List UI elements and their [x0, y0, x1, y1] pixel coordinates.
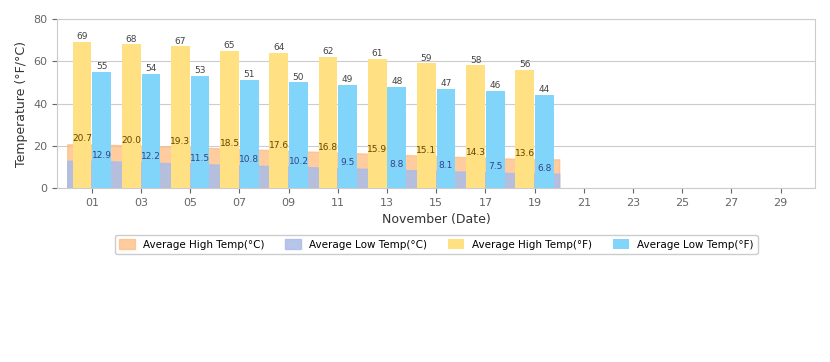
Text: 18.5: 18.5 — [219, 139, 240, 148]
Text: 20.0: 20.0 — [121, 136, 141, 145]
Bar — [73, 42, 91, 188]
Text: 13.6: 13.6 — [515, 150, 535, 159]
Text: 68: 68 — [125, 34, 137, 43]
Bar — [122, 45, 140, 188]
Text: 49: 49 — [342, 75, 354, 84]
Text: 16.8: 16.8 — [318, 143, 338, 152]
Bar — [220, 51, 239, 188]
Text: 8.8: 8.8 — [389, 160, 404, 169]
Text: 7.5: 7.5 — [488, 163, 502, 171]
Bar — [486, 91, 505, 188]
Text: 69: 69 — [76, 33, 88, 41]
Bar — [466, 66, 485, 188]
Text: 65: 65 — [224, 41, 236, 50]
Text: 58: 58 — [470, 56, 481, 65]
Text: 44: 44 — [539, 85, 550, 94]
Text: 46: 46 — [490, 81, 501, 90]
Bar — [240, 80, 259, 188]
Text: 53: 53 — [194, 66, 206, 75]
Bar — [191, 76, 209, 188]
Bar — [270, 53, 288, 188]
Text: 50: 50 — [293, 72, 305, 81]
X-axis label: November (Date): November (Date) — [382, 213, 491, 226]
Y-axis label: Temperature (°F/°C): Temperature (°F/°C) — [15, 41, 28, 167]
Text: 20.7: 20.7 — [72, 135, 92, 143]
Bar — [388, 87, 406, 188]
Text: 48: 48 — [391, 77, 403, 86]
Text: 51: 51 — [243, 71, 255, 79]
Bar — [437, 89, 456, 188]
Bar — [368, 59, 387, 188]
Text: 54: 54 — [145, 64, 157, 73]
Text: 14.3: 14.3 — [466, 148, 486, 157]
Text: 17.6: 17.6 — [269, 141, 289, 150]
Bar — [535, 95, 554, 188]
Text: 9.5: 9.5 — [340, 158, 355, 167]
Bar — [171, 46, 190, 188]
Text: 67: 67 — [174, 37, 186, 46]
Text: 10.2: 10.2 — [289, 157, 309, 166]
Text: 11.5: 11.5 — [190, 154, 210, 163]
Text: 55: 55 — [96, 62, 107, 71]
Text: 64: 64 — [273, 43, 285, 52]
Text: 19.3: 19.3 — [170, 138, 190, 147]
Legend: Average High Temp(°C), Average Low Temp(°C), Average High Temp(°F), Average Low : Average High Temp(°C), Average Low Temp(… — [115, 235, 758, 254]
Text: 62: 62 — [322, 47, 334, 56]
Text: 47: 47 — [441, 79, 452, 88]
Text: 6.8: 6.8 — [537, 164, 552, 173]
Text: 15.9: 15.9 — [367, 145, 388, 153]
Text: 8.1: 8.1 — [439, 161, 453, 170]
Text: 59: 59 — [421, 54, 432, 63]
Bar — [417, 63, 436, 188]
Text: 61: 61 — [371, 49, 383, 58]
Text: 12.2: 12.2 — [141, 152, 161, 161]
Text: 12.9: 12.9 — [91, 151, 112, 160]
Text: 56: 56 — [519, 60, 530, 69]
Bar — [515, 70, 534, 188]
Bar — [289, 83, 308, 188]
Text: 10.8: 10.8 — [239, 155, 259, 164]
Bar — [142, 74, 160, 188]
Bar — [92, 72, 111, 188]
Bar — [319, 57, 337, 188]
Text: 15.1: 15.1 — [417, 146, 437, 155]
Bar — [339, 84, 357, 188]
